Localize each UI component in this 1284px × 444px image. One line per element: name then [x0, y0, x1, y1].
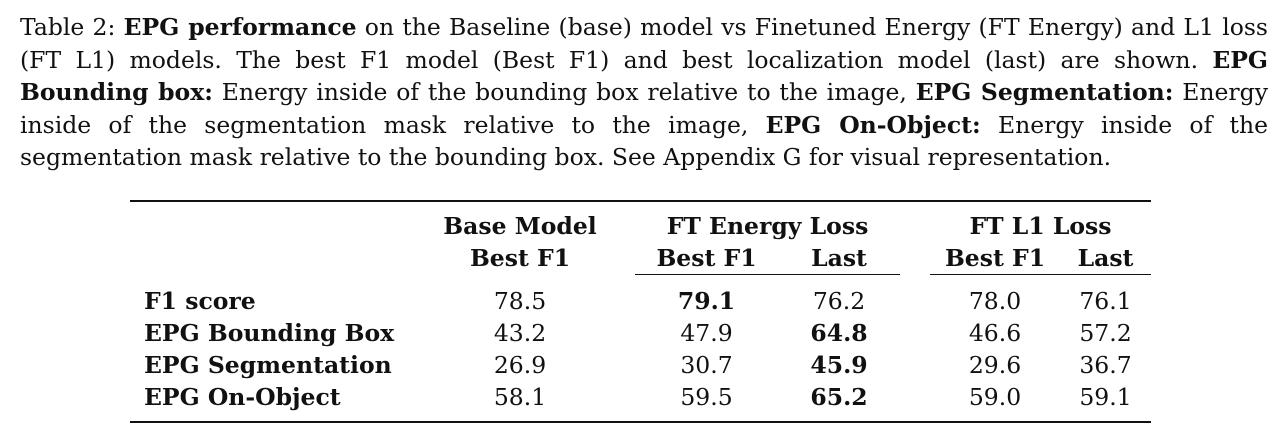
cell-value-best: 79.1	[677, 287, 736, 315]
cell-value-best: 45.9	[810, 351, 868, 379]
caption-bold-bounding-box: EPG Bounding box:	[20, 45, 1268, 107]
row-label-epg-segmentation: EPG Segmentation	[144, 351, 392, 379]
row-label-f1-score: F1 score	[144, 287, 256, 315]
cell-value: 29.6	[968, 351, 1022, 379]
row-label-epg-bounding-box: EPG Bounding Box	[144, 319, 395, 347]
subheader-energy-best-f1: Best F1	[635, 242, 778, 275]
cell-value: 76.1	[1079, 287, 1132, 315]
table-row: EPG Bounding Box 43.2 47.9 64.8 46.6 57.…	[130, 317, 1151, 349]
subheader-base-best-f1: Best F1	[469, 244, 571, 273]
caption-text-4: Energy inside of the segmentation mask r…	[20, 110, 1269, 172]
subheader-l1-last: Last	[1060, 242, 1151, 275]
table-row: F1 score 78.5 79.1 76.2 78.0 76.1	[130, 285, 1151, 317]
caption-label: Table 2:	[20, 13, 116, 41]
table-row: EPG On-Object 58.1 59.5 65.2 59.0 59.1	[130, 381, 1151, 413]
cell-value: 59.5	[680, 383, 733, 411]
subheader-l1-best-f1: Best F1	[930, 242, 1060, 275]
subheader-row: Best F1 Best F1 Last Best F1 Last	[130, 242, 1151, 275]
header-base-model: Base Model	[443, 212, 597, 240]
cell-value: 59.1	[1079, 383, 1132, 411]
caption-bold-on-object: EPG On-Object:	[765, 110, 981, 139]
row-label-epg-on-object: EPG On-Object	[144, 383, 341, 411]
cell-value: 78.0	[968, 287, 1022, 315]
table-row: EPG Segmentation 26.9 30.7 45.9 29.6 36.…	[130, 349, 1151, 381]
caption-bold-segmentation: EPG Segmentation:	[915, 78, 1174, 106]
table-caption: Table 2: EPG performance on the Baseline…	[20, 11, 1268, 174]
cell-value-best: 64.8	[810, 319, 868, 347]
cell-value: 59.0	[968, 383, 1022, 411]
group-header-row: Base Model FT Energy Loss FT L1 Loss	[130, 210, 1151, 242]
cell-value: 47.9	[680, 319, 733, 347]
caption-bold-epg-performance: EPG performance	[123, 13, 357, 41]
cell-value: 58.1	[493, 383, 547, 411]
cell-value: 76.2	[812, 287, 866, 315]
caption-text-3: Energy inside of the segmentation mask r…	[20, 78, 1268, 139]
results-table: Base Model FT Energy Loss FT L1 Loss Bes…	[130, 200, 1151, 423]
header-ft-energy-loss: FT Energy Loss	[666, 212, 869, 240]
cell-value: 46.6	[968, 319, 1022, 347]
caption-text-1: on the Baseline (base) model vs Finetune…	[20, 13, 1268, 74]
cell-value: 43.2	[493, 319, 547, 347]
cell-value: 78.5	[493, 287, 547, 315]
cell-value: 26.9	[493, 351, 547, 379]
cell-value-best: 65.2	[810, 383, 868, 411]
header-ft-l1-loss: FT L1 Loss	[969, 212, 1112, 240]
cell-value: 30.7	[680, 351, 733, 379]
subheader-energy-last: Last	[778, 242, 900, 275]
caption-text-2: Energy inside of the bounding box relati…	[212, 78, 916, 106]
cell-value: 57.2	[1079, 319, 1132, 347]
cell-value: 36.7	[1079, 351, 1132, 379]
